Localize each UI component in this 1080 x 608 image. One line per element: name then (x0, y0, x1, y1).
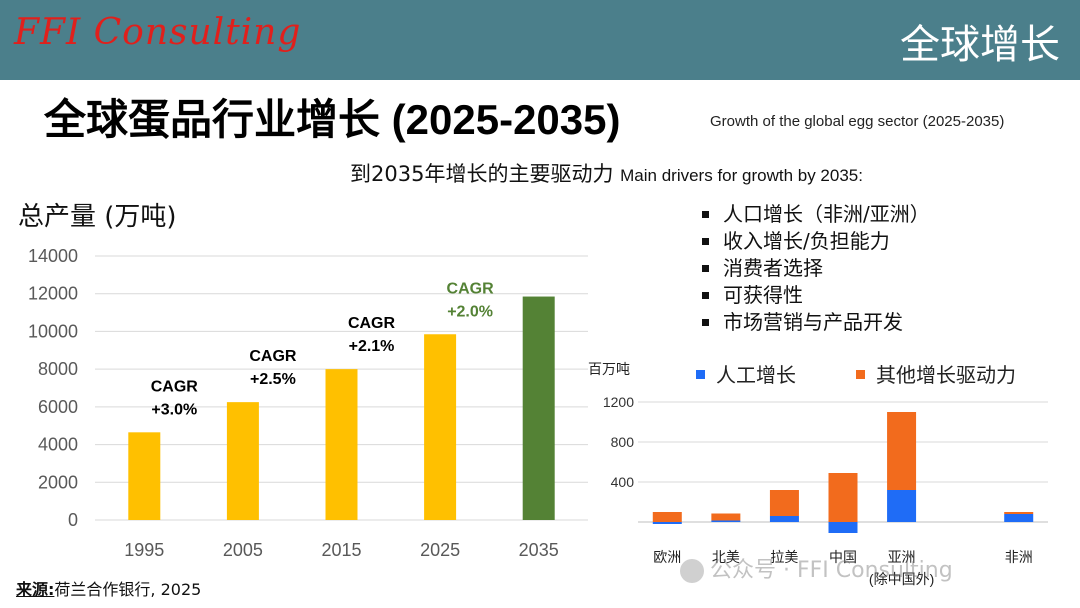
bar-segment (887, 412, 917, 490)
driver-item: 市场营销与产品开发 (700, 309, 930, 336)
cagr-label: +2.5% (250, 371, 296, 388)
bar-2015 (325, 369, 358, 520)
brand-logo: FFI Consulting (14, 12, 302, 53)
cagr-label: CAGR (151, 378, 199, 395)
y-tick-label: 2000 (38, 472, 78, 492)
source-text: 荷兰合作银行, 2025 (54, 580, 202, 599)
drivers-heading-en: Main drivers for growth by 2035: (620, 166, 863, 185)
cagr-label: +2.1% (349, 338, 395, 355)
watermark-text: 公众号 · FFI Consulting (710, 558, 953, 583)
x-tick-label: 2005 (223, 540, 263, 560)
x-tick-label: 1995 (124, 540, 164, 560)
drivers-list: 人口增长（非洲/亚洲） 收入增长/负担能力 消费者选择 可获得性 市场营销与产品… (700, 201, 930, 336)
x-tick-label: 2015 (321, 540, 361, 560)
bullet-icon (702, 318, 709, 326)
driver-item: 收入增长/负担能力 (700, 228, 930, 255)
bullet-icon (702, 210, 709, 218)
driver-item: 人口增长（非洲/亚洲） (700, 201, 930, 228)
drivers-heading-cn: 到2035年增长的主要驱动力 (350, 162, 614, 186)
bar-segment (769, 516, 799, 522)
bar-segment (1004, 512, 1034, 514)
x-tick-label: 欧洲 (653, 549, 681, 565)
y-tick-label: 6000 (38, 397, 78, 417)
bar-segment (711, 513, 741, 521)
production-chart-ylabel: 总产量 (万吨) (18, 202, 177, 232)
y-tick-label: 0 (68, 510, 78, 530)
driver-item: 可获得性 (700, 282, 930, 309)
cagr-label: CAGR (348, 315, 396, 332)
bar-2005 (226, 402, 259, 520)
y-tick-label: 14000 (28, 246, 78, 266)
x-tick-label: 2035 (519, 540, 559, 560)
driver-item-label: 收入增长/负担能力 (723, 229, 890, 253)
y-tick-label: 800 (611, 434, 635, 450)
wechat-icon (680, 559, 704, 583)
legend-swatch (696, 370, 705, 379)
x-tick-label: 非洲 (1005, 549, 1033, 565)
watermark: 公众号 · FFI Consulting (680, 552, 953, 584)
legend-swatch (856, 370, 865, 379)
legend-label: 人工增长 (716, 364, 796, 387)
bar-segment (1004, 514, 1034, 522)
cagr-label: CAGR (249, 348, 297, 365)
bar-segment (887, 490, 917, 522)
regional-ylabel: 百万吨 (588, 361, 630, 377)
bar-segment (769, 490, 799, 516)
y-tick-label: 400 (611, 474, 635, 490)
regional-growth-chart: 百万吨 人工增长 其他增长驱动力 400 800 1200 欧洲 北美 拉美 中国 亚洲 (除中国外)… (588, 361, 1048, 587)
bullet-icon (702, 264, 709, 272)
page-title: 全球蛋品行业增长 (2025-2035) (44, 96, 621, 143)
x-tick-note: (除中国外) (869, 571, 934, 587)
bar-segment (828, 473, 858, 522)
source-label: 来源: (16, 580, 55, 599)
bar-2025 (424, 334, 457, 520)
header-bar: FFI Consulting 全球增长 (0, 0, 1080, 80)
source-note: 来源:荷兰合作银行, 2025 (16, 576, 201, 600)
section-title: 全球增长 (900, 22, 1060, 68)
bullet-icon (702, 291, 709, 299)
bullet-icon (702, 237, 709, 245)
driver-item-label: 市场营销与产品开发 (723, 310, 903, 334)
driver-item-label: 可获得性 (723, 283, 803, 307)
x-tick-label: 中国 (829, 549, 857, 565)
legend-label: 其他增长驱动力 (876, 364, 1016, 387)
driver-item-label: 人口增长（非洲/亚洲） (723, 202, 930, 226)
y-tick-label: 1200 (603, 394, 634, 410)
y-tick-label: 10000 (28, 321, 78, 341)
bar-segment (828, 522, 858, 533)
drivers-heading: 到2035年增长的主要驱动力 Main drivers for growth b… (350, 158, 863, 188)
y-tick-label: 8000 (38, 359, 78, 379)
bar-2035 (522, 296, 555, 520)
bar-segment (652, 512, 682, 522)
page-subtitle: Growth of the global egg sector (2025-20… (710, 113, 1005, 130)
cagr-label: +3.0% (151, 401, 197, 418)
x-tick-label: 2025 (420, 540, 460, 560)
x-tick-label: 亚洲 (888, 549, 916, 565)
bar-1995 (128, 432, 161, 520)
cagr-label: CAGR (447, 280, 495, 297)
x-tick-label: 拉美 (770, 549, 798, 565)
x-tick-label: 北美 (712, 549, 740, 565)
y-tick-label: 12000 (28, 284, 78, 304)
cagr-label: +2.0% (447, 303, 493, 320)
driver-item-label: 消费者选择 (723, 256, 823, 280)
driver-item: 消费者选择 (700, 255, 930, 282)
bar-segment (711, 520, 741, 522)
y-tick-label: 4000 (38, 435, 78, 455)
production-bar-chart: 0 2000 4000 6000 8000 10000 12000 14000 1995 2005… (28, 246, 588, 560)
bar-segment (652, 522, 682, 524)
